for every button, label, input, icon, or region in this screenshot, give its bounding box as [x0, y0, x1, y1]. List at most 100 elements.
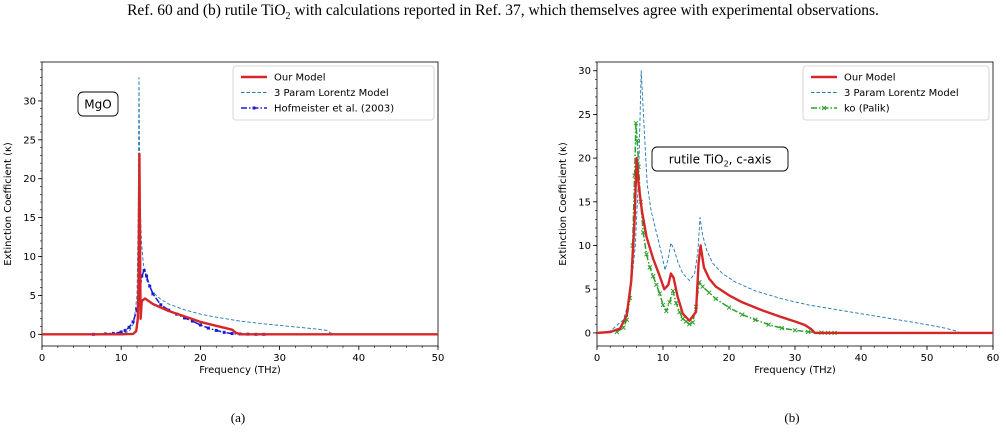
panel-label: (b) — [784, 410, 799, 425]
y-tick-label: 25 — [23, 135, 36, 146]
y-tick-label: 5 — [30, 291, 36, 302]
y-tick-label: 20 — [23, 174, 36, 185]
series-marker — [660, 302, 666, 308]
y-tick-label: 25 — [578, 110, 591, 121]
series-marker — [713, 296, 719, 302]
legend-box — [232, 65, 435, 121]
series-marker — [647, 265, 653, 270]
series-marker — [198, 323, 202, 327]
series-marker — [159, 303, 163, 307]
y-tick-label: 0 — [585, 328, 591, 339]
legend-label: 3 Param Lorentz Model — [844, 88, 959, 99]
y-tick-label: 10 — [23, 252, 36, 263]
x-tick-label: 20 — [194, 353, 207, 364]
legend-label: Our Model — [844, 73, 896, 84]
y-tick-label: 10 — [578, 241, 591, 252]
series-marker — [151, 292, 155, 296]
series-marker — [753, 317, 758, 323]
series-marker — [206, 326, 210, 330]
series-marker — [706, 290, 712, 296]
y-tick-label: 15 — [578, 197, 591, 208]
x-axis-title: Frequency (THz) — [199, 365, 281, 376]
y-tick-label: 5 — [585, 285, 591, 296]
series-line-1 — [597, 70, 993, 334]
annotation-label: rutile TiO2, c-axis — [669, 153, 772, 169]
legend-marker — [821, 105, 827, 111]
x-tick-label: 60 — [987, 353, 1000, 364]
legend-label: Hofmeister et al. (2003) — [274, 104, 394, 115]
y-tick-label: 30 — [23, 96, 36, 107]
figure-caption-line: Ref. 60 and (b) rutile TiO2 with calcula… — [0, 2, 1006, 22]
series-line-0 — [597, 156, 993, 335]
legend-label: 3 Param Lorentz Model — [274, 88, 389, 99]
series-line-2 — [93, 269, 264, 336]
series-marker — [127, 325, 131, 329]
legend-label: ko (Palik) — [844, 104, 890, 115]
y-tick-label: 0 — [30, 330, 36, 341]
plot-area — [42, 77, 438, 336]
series-marker — [673, 300, 679, 306]
x-tick-label: 10 — [115, 353, 128, 364]
series-marker — [650, 273, 656, 279]
series-marker — [654, 282, 659, 288]
series-marker — [726, 305, 732, 310]
legend-label: Our Model — [274, 73, 326, 84]
x-tick-label: 0 — [594, 353, 600, 364]
legend: Our Model 3 Param Lorentz Model ko (Palik) — [802, 65, 990, 121]
series-marker — [792, 327, 798, 333]
series-marker — [131, 320, 135, 324]
series-marker — [700, 284, 705, 289]
x-tick-label: 20 — [723, 353, 736, 364]
plot-area — [597, 70, 993, 336]
series-marker — [145, 274, 149, 278]
series-marker — [190, 319, 194, 323]
series-marker — [644, 251, 649, 257]
series-marker — [739, 312, 745, 317]
x-tick-label: 30 — [273, 353, 286, 364]
caption-text-after: with calculations reported in Ref. 37, w… — [290, 2, 879, 19]
series-line-0 — [42, 152, 438, 336]
series-marker — [214, 328, 218, 332]
x-tick-label: 50 — [432, 353, 445, 364]
x-tick-label: 10 — [657, 353, 670, 364]
series-marker — [119, 330, 123, 334]
annotation-box — [77, 91, 119, 117]
x-tick-label: 40 — [352, 353, 365, 364]
x-tick-label: 50 — [921, 353, 934, 364]
annotation-box — [651, 146, 789, 172]
series-marker — [140, 274, 144, 278]
series-marker — [766, 322, 771, 327]
legend-box — [802, 65, 990, 121]
legend-marker — [252, 106, 256, 110]
annotation-label: MgO — [84, 98, 111, 112]
series-marker — [633, 120, 639, 126]
y-tick-label: 30 — [578, 66, 591, 77]
panel-label: (a) — [231, 410, 245, 425]
series-marker — [805, 329, 811, 335]
series-marker — [230, 332, 234, 336]
caption-text-before: Ref. 60 and (b) rutile TiO — [127, 2, 286, 19]
y-tick-label: 15 — [23, 213, 36, 224]
series-marker — [634, 138, 640, 143]
caption-subscript: 2 — [285, 11, 291, 23]
series-marker — [222, 330, 226, 334]
series-marker — [142, 269, 146, 273]
y-axis-title: Extinction Coefficient (κ) — [558, 142, 569, 266]
series-marker — [670, 288, 676, 294]
x-tick-label: 40 — [855, 353, 868, 364]
series-marker — [779, 325, 785, 331]
x-axis-title: Frequency (THz) — [754, 365, 836, 376]
series-marker — [667, 299, 672, 305]
series-marker — [123, 328, 127, 332]
series-marker — [663, 308, 669, 314]
plot-frame — [41, 61, 439, 347]
legend: Our Model 3 Param Lorentz Model Hofmeister… — [232, 65, 435, 121]
x-tick-label: 0 — [39, 353, 45, 364]
series-marker — [687, 321, 692, 327]
series-marker — [183, 316, 187, 320]
series-marker — [690, 320, 696, 325]
series-marker — [148, 284, 152, 288]
series-marker — [657, 291, 663, 296]
x-tick-label: 30 — [789, 353, 802, 364]
